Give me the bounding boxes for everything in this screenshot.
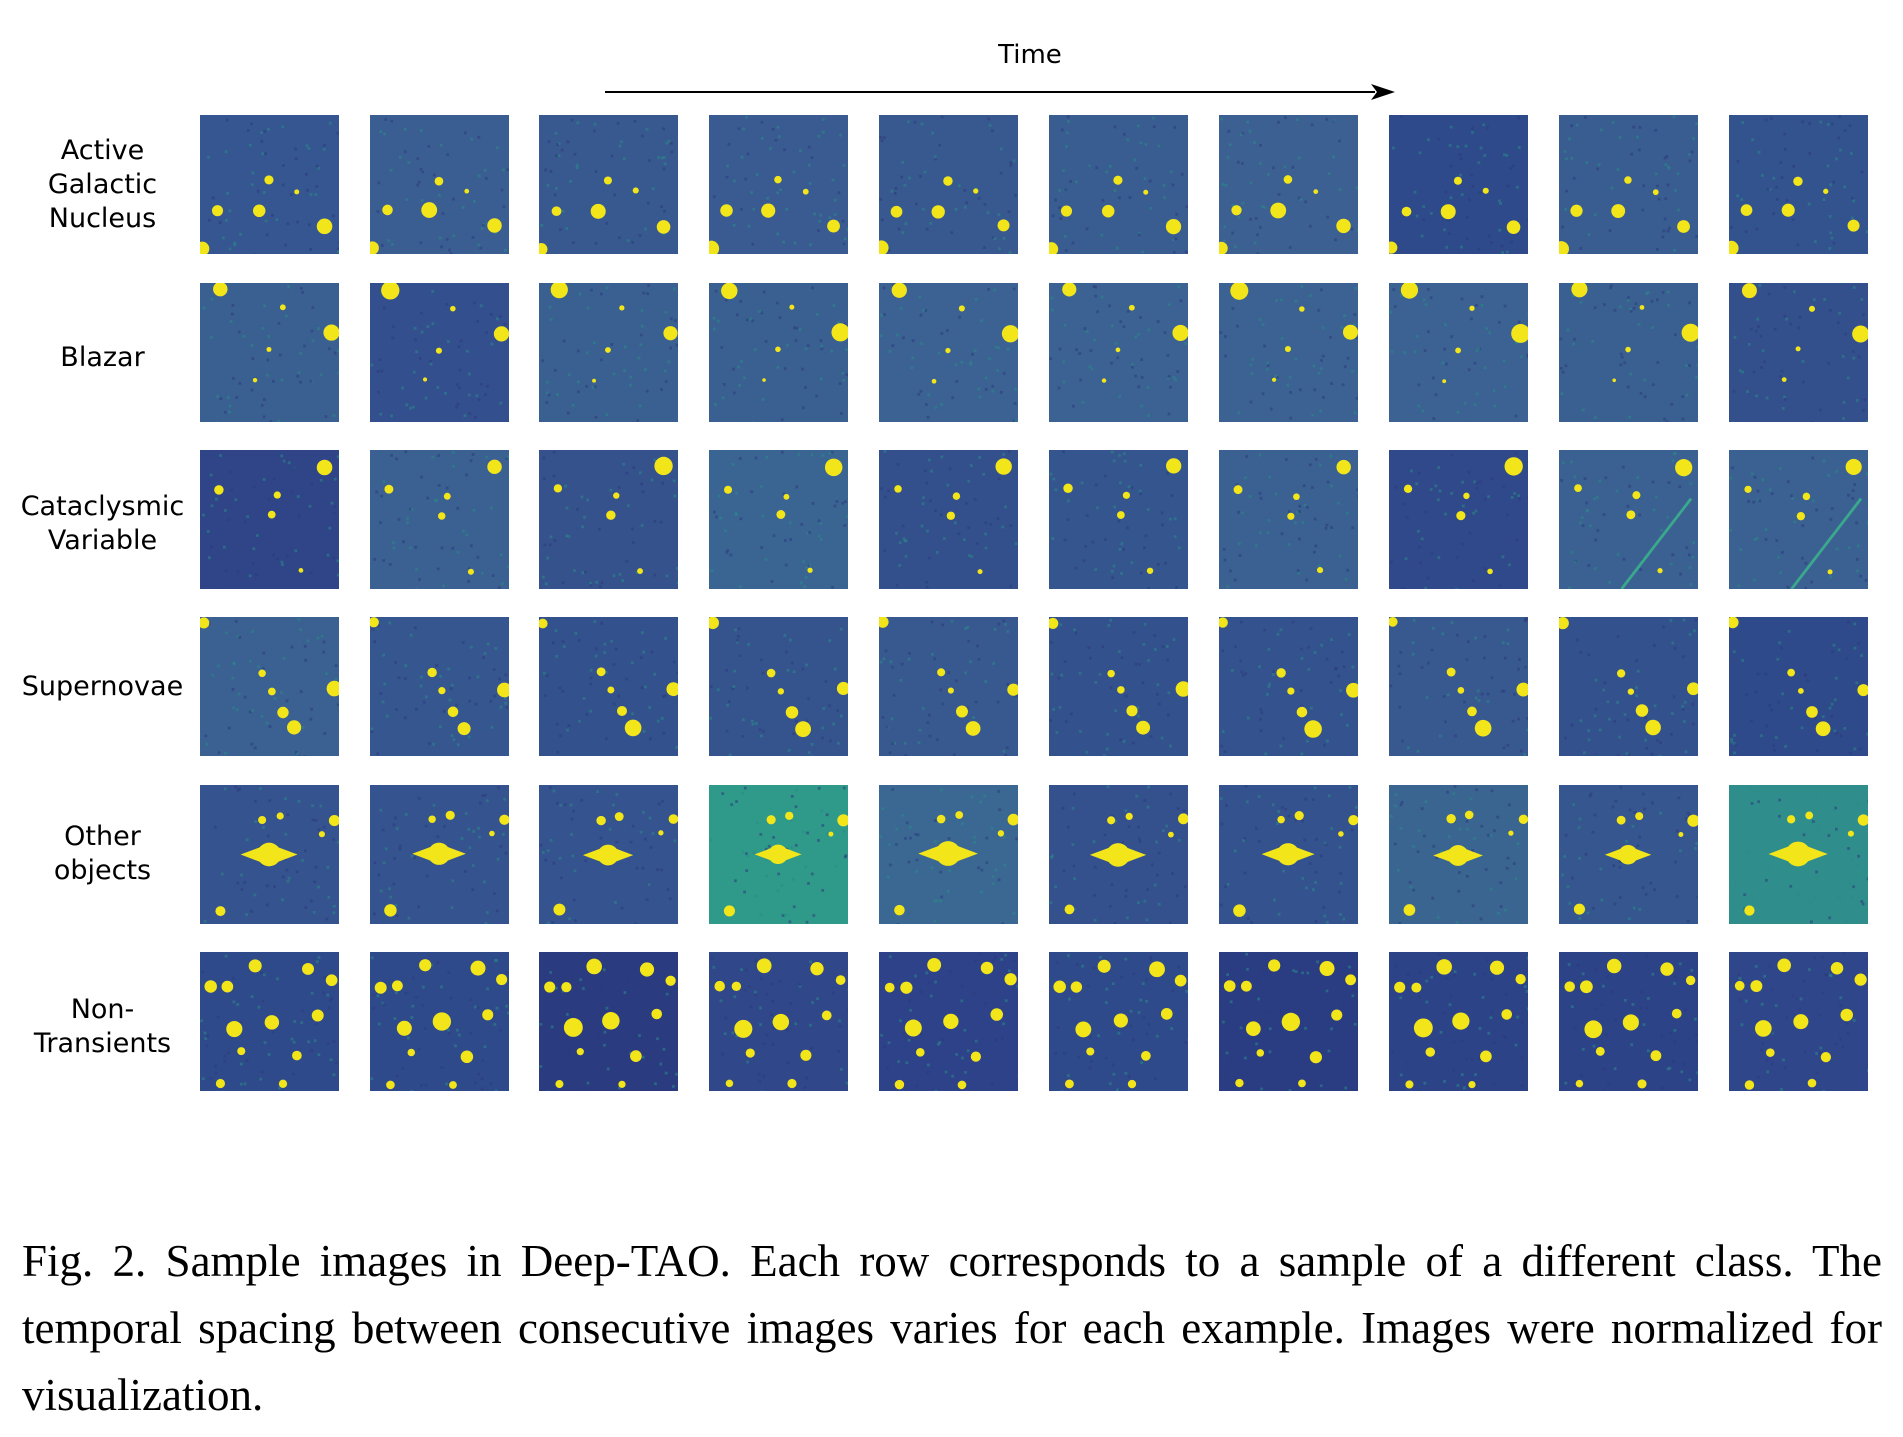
sample-image (200, 115, 339, 254)
sample-image (370, 115, 509, 254)
sample-image (1389, 785, 1528, 924)
sample-image (539, 785, 678, 924)
sample-image (539, 952, 678, 1091)
sample-image (879, 952, 1018, 1091)
time-axis-label: Time (998, 40, 1062, 70)
sample-image (1389, 617, 1528, 756)
sample-image (1729, 617, 1868, 756)
sample-image (370, 617, 509, 756)
sample-image (1219, 115, 1358, 254)
sample-image (709, 617, 848, 756)
sample-image (709, 785, 848, 924)
sample-image (1559, 450, 1698, 589)
sample-image (1559, 785, 1698, 924)
sample-image (879, 450, 1018, 589)
sample-image (1559, 283, 1698, 422)
sample-image (1729, 952, 1868, 1091)
row-label-agn: Active Galactic Nucleus (47, 135, 158, 234)
sample-image (709, 952, 848, 1091)
sample-image (539, 450, 678, 589)
sample-image (1049, 617, 1188, 756)
sample-image (879, 115, 1018, 254)
sample-image (370, 283, 509, 422)
sample-image (200, 283, 339, 422)
sample-image (1389, 450, 1528, 589)
sample-image (879, 617, 1018, 756)
sample-image (1559, 952, 1698, 1091)
sample-image (1729, 283, 1868, 422)
row-label-non-transients: Non- Transients (33, 994, 172, 1059)
sample-image (1219, 283, 1358, 422)
sample-image (1389, 283, 1528, 422)
row-label-blazar: Blazar (60, 342, 145, 373)
sample-image (370, 450, 509, 589)
sample-image (200, 785, 339, 924)
sample-image (200, 450, 339, 589)
row-label-supernovae: Supernovae (21, 671, 184, 702)
sample-image (1049, 115, 1188, 254)
sample-image (1049, 952, 1188, 1091)
sample-image (200, 617, 339, 756)
sample-image (539, 617, 678, 756)
sample-image (879, 785, 1018, 924)
sample-image (1729, 450, 1868, 589)
sample-image (1219, 785, 1358, 924)
sample-image (879, 283, 1018, 422)
sample-image (709, 450, 848, 589)
time-arrow-icon (605, 84, 1395, 100)
sample-image (539, 115, 678, 254)
row-label-cataclysmic-variable: Cataclysmic Variable (20, 491, 185, 556)
sample-image (1559, 617, 1698, 756)
sample-image (1389, 115, 1528, 254)
sample-image (709, 283, 848, 422)
sample-image (1219, 450, 1358, 589)
sample-image (1389, 952, 1528, 1091)
sample-image (1049, 785, 1188, 924)
sample-image (709, 115, 848, 254)
sample-image (370, 785, 509, 924)
sample-image (1049, 283, 1188, 422)
sample-image (539, 283, 678, 422)
sample-image (370, 952, 509, 1091)
row-label-other-objects: Other objects (53, 821, 152, 886)
figure-caption: Fig. 2. Sample images in Deep-TAO. Each … (22, 1236, 1882, 1420)
sample-image (1219, 952, 1358, 1091)
sample-image (1729, 785, 1868, 924)
sample-image (200, 952, 339, 1091)
sample-image (1729, 115, 1868, 254)
sample-image (1219, 617, 1358, 756)
sample-image (1049, 450, 1188, 589)
sample-image (1559, 115, 1698, 254)
